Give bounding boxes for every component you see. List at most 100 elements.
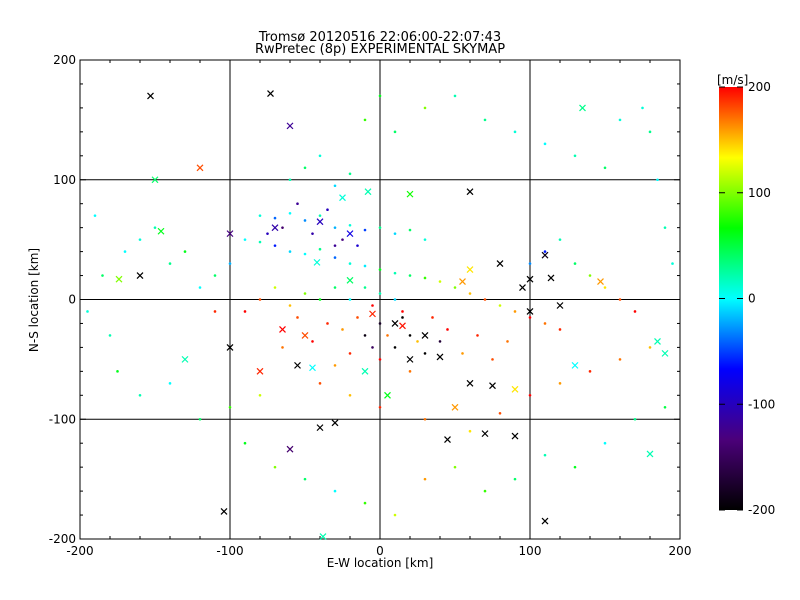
x-marker bbox=[346, 230, 354, 238]
dot-marker bbox=[641, 106, 644, 110]
grid-lines bbox=[80, 60, 680, 539]
dot-marker bbox=[371, 346, 374, 349]
dot-marker bbox=[656, 178, 659, 182]
dot-marker bbox=[101, 274, 104, 277]
dot-marker bbox=[273, 286, 277, 289]
dot-marker bbox=[303, 166, 307, 170]
dot-marker bbox=[408, 274, 412, 277]
dot-marker bbox=[506, 340, 509, 343]
dot-marker bbox=[618, 118, 622, 122]
dot-marker bbox=[378, 292, 382, 295]
dot-marker bbox=[423, 276, 427, 280]
x-marker bbox=[541, 251, 549, 259]
dot-marker bbox=[633, 417, 637, 421]
dot-marker bbox=[648, 346, 652, 349]
dot-marker bbox=[333, 184, 337, 188]
dot-marker bbox=[116, 370, 119, 373]
dot-marker bbox=[348, 352, 352, 355]
dot-marker bbox=[273, 465, 277, 469]
dot-marker bbox=[348, 262, 352, 265]
dot-marker bbox=[273, 216, 277, 220]
dot-marker bbox=[356, 244, 359, 247]
dot-marker bbox=[123, 250, 127, 253]
dot-marker bbox=[363, 286, 367, 289]
x-marker bbox=[466, 188, 474, 196]
x-marker bbox=[526, 275, 534, 283]
dot-marker bbox=[431, 316, 434, 319]
x-marker bbox=[369, 310, 376, 318]
dot-marker bbox=[326, 322, 329, 325]
dot-marker bbox=[543, 322, 547, 325]
dot-marker bbox=[363, 118, 367, 122]
dot-marker bbox=[311, 340, 314, 343]
x-marker bbox=[316, 424, 324, 432]
x-marker bbox=[220, 508, 228, 515]
x-marker bbox=[147, 92, 154, 100]
x-marker bbox=[384, 391, 391, 399]
dot-marker bbox=[228, 405, 232, 409]
dot-marker bbox=[348, 172, 352, 176]
dot-marker bbox=[318, 298, 322, 301]
x-marker bbox=[466, 379, 474, 387]
y-tick-label: 100 bbox=[53, 173, 76, 187]
dot-marker bbox=[468, 292, 472, 295]
dot-marker bbox=[513, 477, 517, 481]
dot-marker bbox=[528, 394, 532, 397]
dot-marker bbox=[348, 298, 352, 301]
dot-marker bbox=[423, 106, 427, 110]
dot-marker bbox=[243, 441, 247, 445]
dot-marker bbox=[408, 334, 412, 337]
dot-marker bbox=[363, 264, 367, 268]
x-marker bbox=[331, 419, 339, 427]
dot-marker bbox=[243, 310, 247, 313]
x-marker bbox=[196, 164, 204, 172]
dot-marker bbox=[281, 346, 284, 349]
dot-marker bbox=[363, 228, 367, 232]
dot-marker bbox=[153, 226, 157, 229]
x-marker bbox=[406, 355, 414, 363]
dot-marker bbox=[318, 247, 322, 251]
dot-marker bbox=[671, 262, 674, 265]
x-marker bbox=[571, 361, 579, 369]
dot-marker bbox=[371, 304, 374, 307]
x-marker bbox=[271, 224, 279, 232]
x-axis-label: E-W location [km] bbox=[327, 556, 434, 570]
x-marker bbox=[301, 332, 309, 339]
x-marker bbox=[489, 382, 496, 390]
x-marker bbox=[646, 450, 654, 458]
colorbar-tick-label: -200 bbox=[748, 503, 775, 517]
y-tick-label: -100 bbox=[49, 412, 76, 426]
dot-marker bbox=[378, 322, 382, 325]
x-marker bbox=[391, 320, 399, 327]
dot-marker bbox=[513, 310, 517, 313]
dot-marker bbox=[356, 316, 359, 319]
x-marker bbox=[361, 367, 369, 375]
dot-marker bbox=[266, 232, 269, 235]
dot-marker bbox=[333, 489, 337, 493]
y-tick-label: 200 bbox=[53, 53, 76, 67]
dot-marker bbox=[543, 453, 547, 457]
dot-marker bbox=[663, 405, 667, 409]
dot-marker bbox=[663, 226, 667, 229]
x-marker bbox=[279, 326, 286, 333]
x-marker bbox=[151, 176, 159, 184]
dot-marker bbox=[476, 334, 479, 337]
dot-marker bbox=[326, 208, 329, 211]
x-marker bbox=[286, 445, 294, 453]
dot-marker bbox=[573, 465, 577, 469]
dot-marker bbox=[483, 118, 487, 122]
x-tick-label: -200 bbox=[66, 544, 93, 558]
dot-marker bbox=[288, 250, 292, 253]
dot-marker bbox=[333, 226, 337, 229]
dot-marker bbox=[296, 202, 299, 205]
dot-marker bbox=[243, 238, 247, 241]
x-marker bbox=[444, 436, 451, 444]
chart-title: Tromsø 20120516 22:06:00-22:07:43 bbox=[258, 30, 501, 45]
dot-marker bbox=[348, 223, 352, 227]
dot-marker bbox=[558, 328, 562, 331]
x-tick-marks bbox=[79, 60, 681, 539]
dot-marker bbox=[303, 252, 307, 256]
data-points bbox=[86, 90, 674, 541]
dot-marker bbox=[386, 334, 389, 337]
x-marker bbox=[346, 276, 354, 284]
